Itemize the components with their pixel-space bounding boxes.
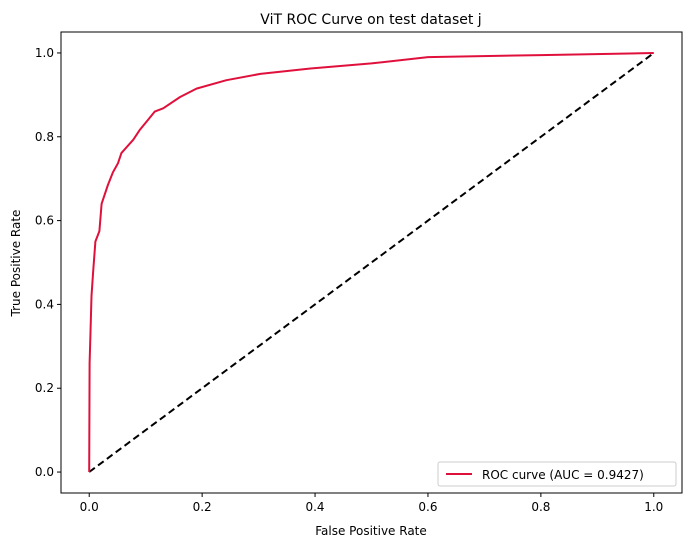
legend-box (437, 461, 677, 487)
y-tick-label: 1.0 (35, 46, 54, 60)
x-tick-label: 0.6 (418, 500, 437, 514)
x-tick-label: 0.0 (80, 500, 99, 514)
x-tick-label: 0.8 (531, 500, 550, 514)
y-tick-label: 0.8 (35, 130, 54, 144)
y-tick-label: 0.4 (35, 297, 54, 311)
x-axis-label: False Positive Rate (315, 524, 427, 538)
x-tick-label: 1.0 (644, 500, 663, 514)
plot-frame (60, 31, 683, 494)
y-tick-label: 0.6 (35, 214, 54, 228)
legend-label: ROC curve (AUC = 0.9427) (482, 468, 644, 482)
x-tick-label: 0.4 (305, 500, 324, 514)
x-tick-label: 0.2 (193, 500, 212, 514)
y-tick-label: 0.0 (35, 465, 54, 479)
chart-title: ViT ROC Curve on test dataset j (260, 12, 481, 28)
legend: ROC curve (AUC = 0.9427) (437, 461, 677, 487)
y-tick-label: 0.2 (35, 381, 54, 395)
chance-line (88, 52, 655, 473)
y-axis-label: True Positive Rate (9, 210, 23, 318)
roc-curve-line (88, 52, 654, 473)
